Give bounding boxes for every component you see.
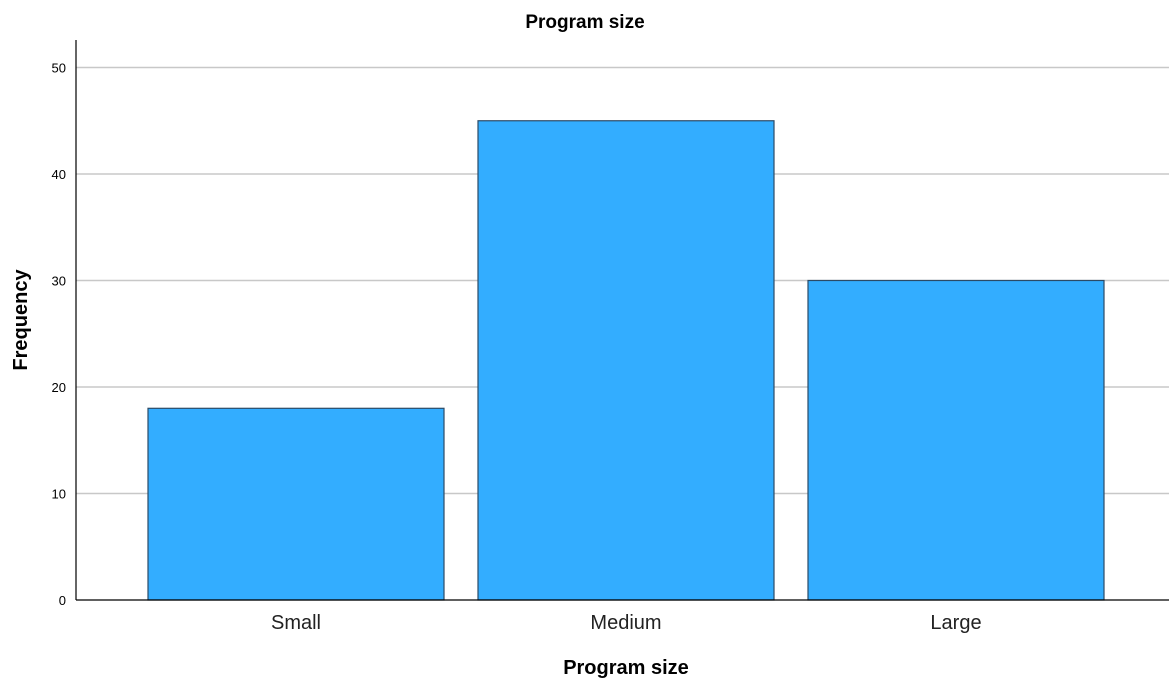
y-tick-labels: 0 10 20 30 40 50 xyxy=(52,61,66,609)
bar-large xyxy=(808,281,1104,601)
x-tick-label: Small xyxy=(271,612,321,634)
y-tick-label: 30 xyxy=(52,274,66,289)
bars xyxy=(148,121,1104,600)
x-tick-labels: Small Medium Large xyxy=(271,612,982,634)
y-tick-label: 50 xyxy=(52,61,66,76)
x-axis-title: Program size xyxy=(563,657,689,679)
y-tick-label: 20 xyxy=(52,380,66,395)
x-tick-label: Medium xyxy=(590,612,661,634)
y-tick-label: 0 xyxy=(59,593,66,608)
y-axis-title: Frequency xyxy=(10,269,32,371)
chart-title: Program size xyxy=(525,12,644,33)
y-tick-label: 10 xyxy=(52,487,66,502)
x-tick-label: Large xyxy=(930,612,981,634)
bar-small xyxy=(148,408,444,600)
bar-medium xyxy=(478,121,774,600)
y-tick-label: 40 xyxy=(52,167,66,182)
